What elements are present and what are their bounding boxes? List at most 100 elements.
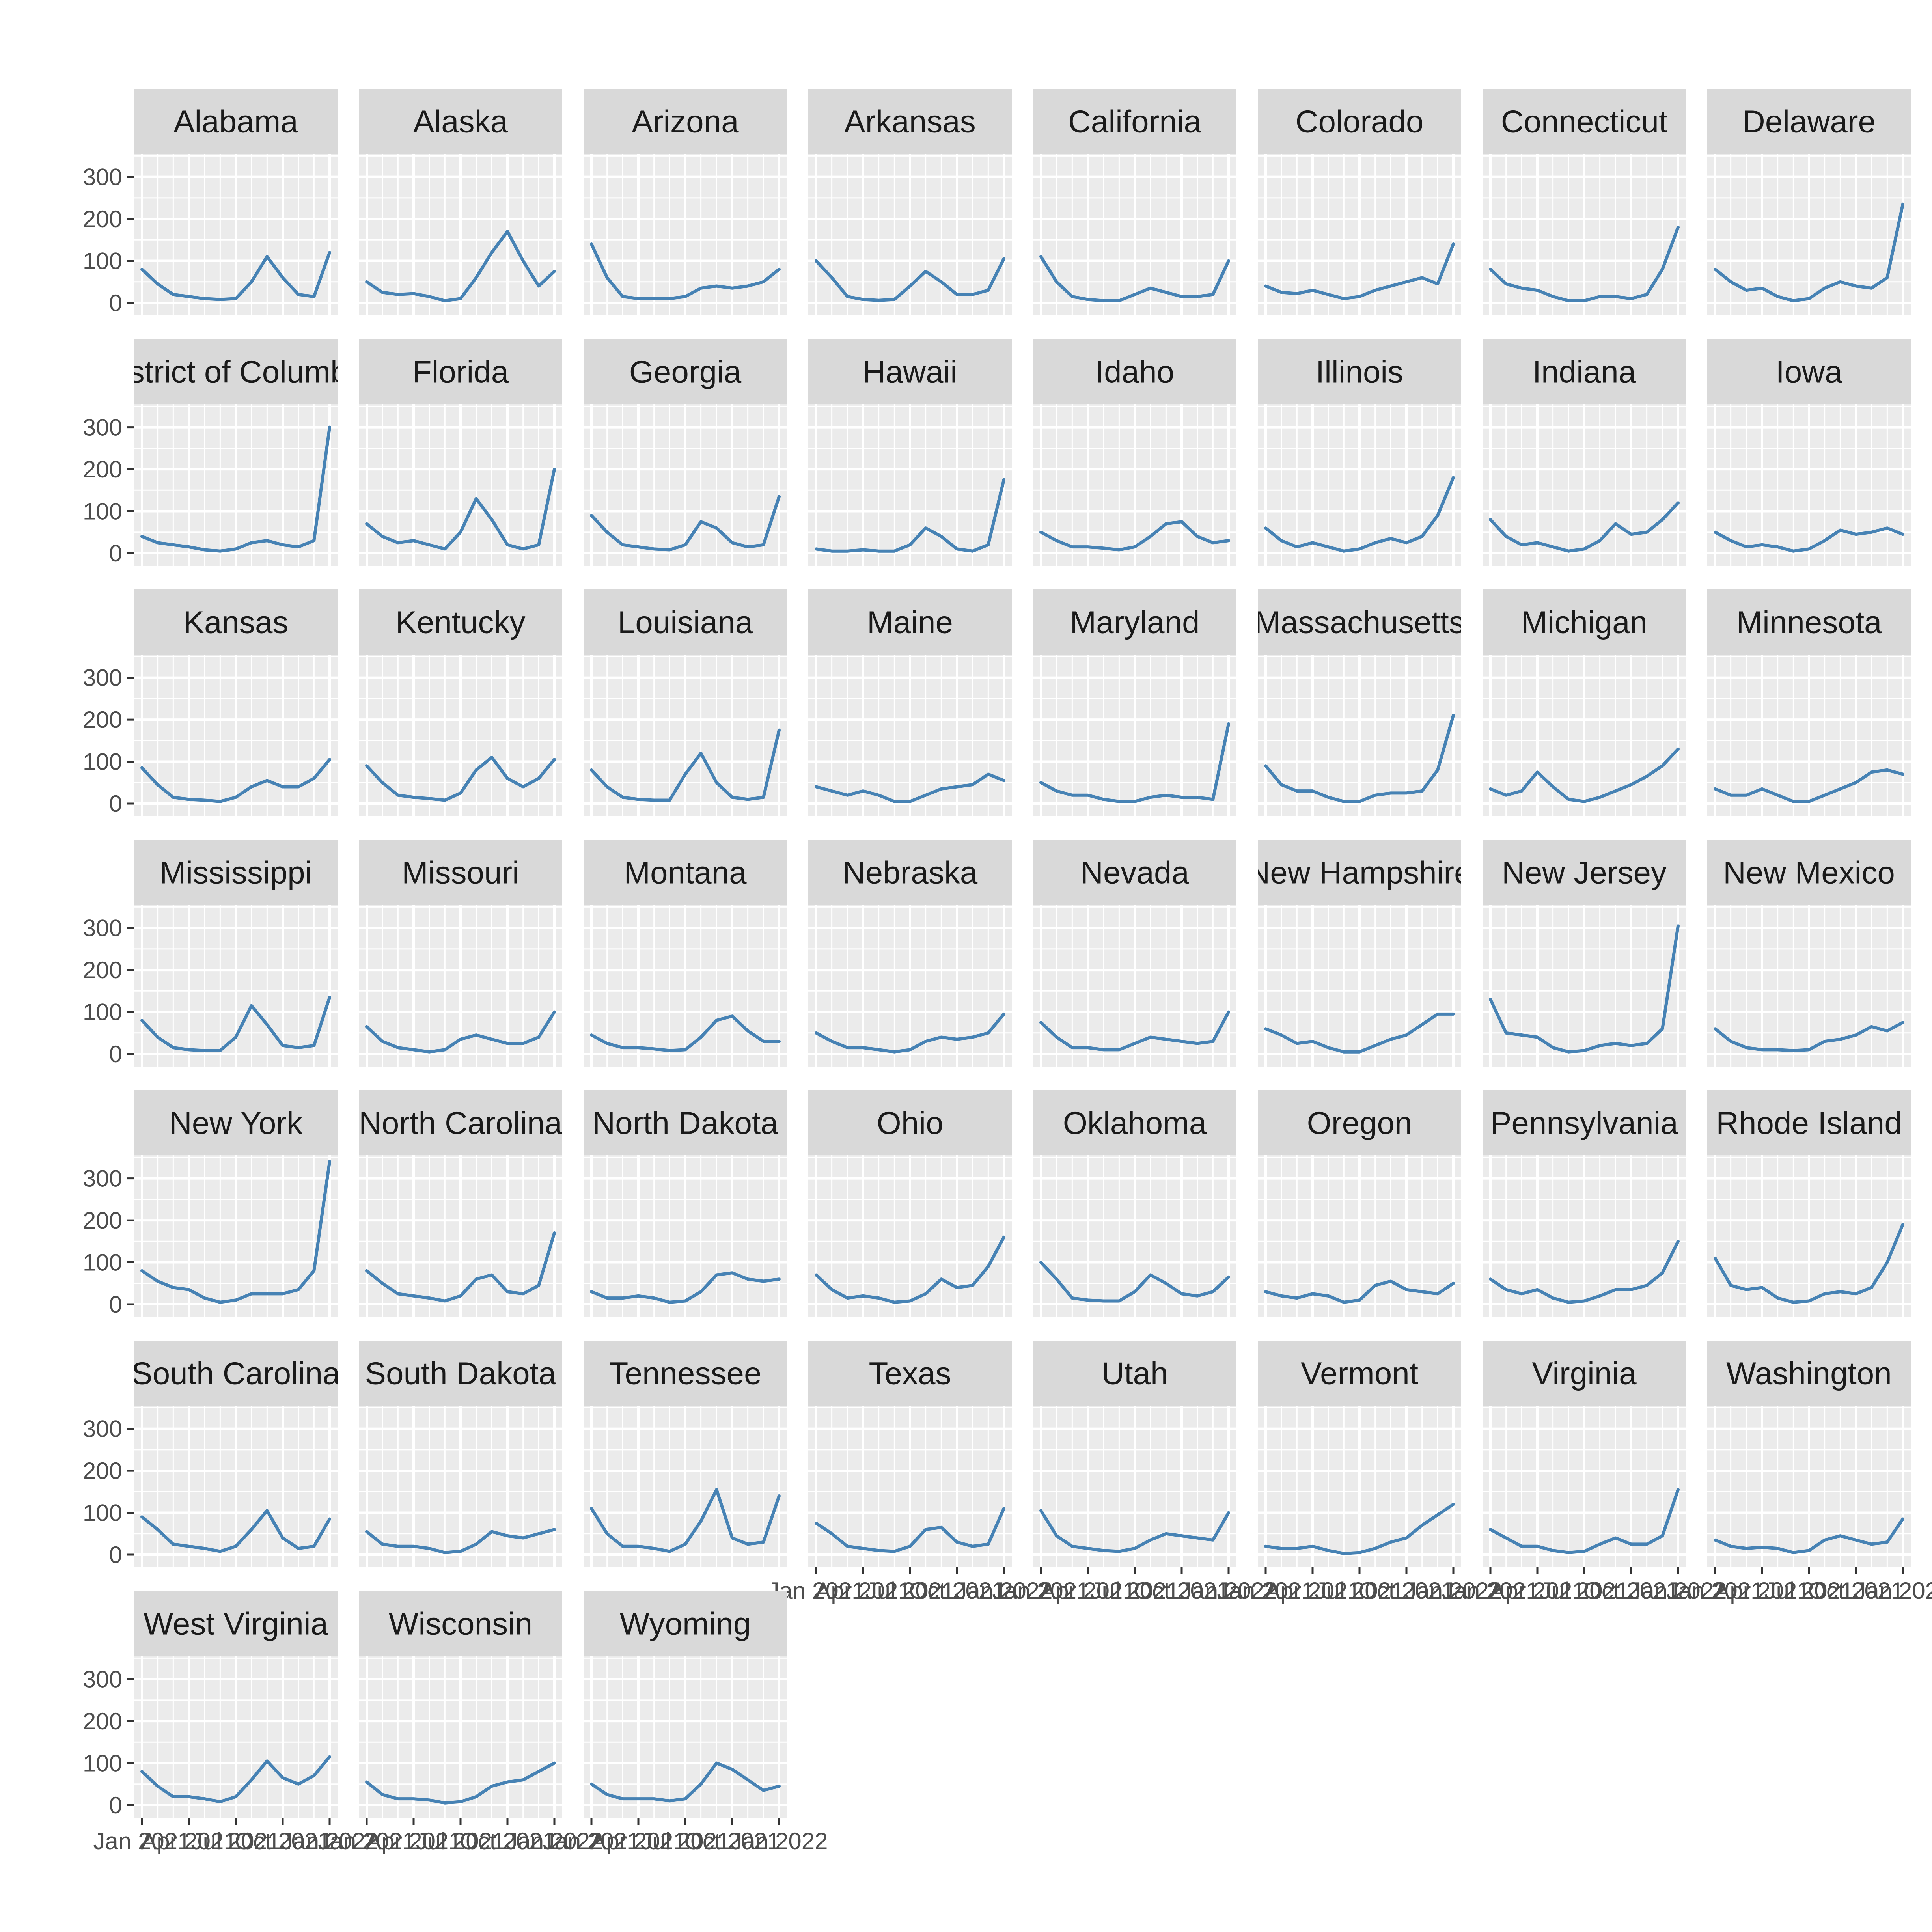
facet-strip-label: Ohio <box>877 1106 944 1141</box>
series-line <box>815 1235 1005 1304</box>
series-line <box>1489 226 1680 302</box>
facet-strip <box>134 89 338 154</box>
facet-strip-label: Arizona <box>632 104 739 139</box>
facet-panel: California <box>1033 89 1236 315</box>
facet-strip <box>808 339 1012 404</box>
x-tick-label: Oct 2021 <box>1358 1578 1455 1604</box>
facet-strip <box>134 840 338 905</box>
facet-strip-label: Oklahoma <box>1063 1106 1207 1141</box>
facet-strip-label: Illinois <box>1316 354 1403 390</box>
y-tick-label: 300 <box>83 665 122 691</box>
series-line <box>1714 1517 1904 1554</box>
facet-strip <box>359 89 562 154</box>
x-tick-label: Jan 2021 <box>93 1828 191 1854</box>
facet-strip <box>1258 1341 1461 1406</box>
series-line <box>1264 476 1455 553</box>
series-line <box>140 758 331 803</box>
facet-panel: Maine <box>808 589 1012 816</box>
x-tick-label: Apr 2021 <box>1264 1578 1361 1604</box>
facet-panel: Kansas 0 100 200 300 <box>83 589 338 817</box>
facet-panel: South Dakota <box>359 1341 562 1567</box>
x-tick-label: Jul 2021 <box>1764 1578 1854 1604</box>
facet-strip <box>1483 840 1686 905</box>
series-line <box>1714 768 1904 803</box>
y-tick-label: 100 <box>83 498 122 525</box>
facet-panel: Montana <box>584 840 787 1067</box>
facet-strip <box>1483 339 1686 404</box>
facet-strip <box>808 1341 1012 1406</box>
y-tick-label: 300 <box>83 414 122 441</box>
series-line <box>815 1507 1005 1553</box>
facet-strip-label: Kentucky <box>395 605 525 640</box>
facet-strip <box>584 89 787 154</box>
facet-strip-label: Alaska <box>413 104 508 139</box>
facet-strip <box>1483 1090 1686 1155</box>
facet-strip <box>1707 589 1911 655</box>
facet-panel: Florida <box>359 339 562 566</box>
facet-strip <box>1258 1090 1461 1155</box>
facet-strip-label: New York <box>169 1106 303 1141</box>
facet-panel: Kentucky <box>359 589 562 816</box>
facet-panel: Alabama 0 100 200 300 <box>83 89 338 316</box>
facet-strip <box>359 1591 562 1656</box>
y-tick-label: 100 <box>83 248 122 274</box>
y-tick-label: 300 <box>83 1166 122 1192</box>
y-tick-label: 200 <box>83 707 122 733</box>
series-line <box>590 1271 781 1304</box>
x-tick-label: Jan 2022 <box>731 1828 828 1854</box>
y-tick-label: 0 <box>109 1291 122 1318</box>
facet-panel: Rhode Island <box>1707 1090 1911 1317</box>
series-line <box>815 1012 1005 1054</box>
facet-strip-label: Kansas <box>183 605 289 640</box>
x-tick-label: Oct 2021 <box>1134 1578 1230 1604</box>
facet-strip-label: Mississippi <box>160 855 312 890</box>
facet-strip <box>359 1341 562 1406</box>
facet-strip <box>1033 1341 1236 1406</box>
y-tick-label: 200 <box>83 1458 122 1484</box>
series-line <box>1039 1261 1230 1303</box>
x-tick-label: Oct 2021 <box>1808 1578 1904 1604</box>
series-line <box>140 425 331 553</box>
series-line <box>365 1010 556 1054</box>
facet-strip-label: Nebraska <box>843 855 978 890</box>
series-line <box>1264 1503 1455 1555</box>
facet-strip-label: Delaware <box>1742 104 1876 139</box>
x-tick-label: Apr 2021 <box>1040 1578 1136 1604</box>
series-line <box>365 1761 556 1805</box>
series-line <box>1714 202 1904 302</box>
facet-strip-label: Arkansas <box>844 104 975 139</box>
facet-panel: Indiana <box>1483 339 1686 566</box>
facet-strip-label: North Carolina <box>359 1106 562 1141</box>
y-tick-label: 100 <box>83 749 122 775</box>
series-line <box>815 257 1005 302</box>
facet-panel: North Dakota <box>584 1090 787 1317</box>
x-tick-label: Jan 2022 <box>1854 1578 1932 1604</box>
facet-panel: Colorado <box>1258 89 1461 315</box>
facet-strip-label: Missouri <box>402 855 519 890</box>
facet-panel: Alaska <box>359 89 562 315</box>
facet-panel: Idaho <box>1033 339 1236 566</box>
facet-strip <box>359 1090 562 1155</box>
facet-strip-label: Florida <box>412 354 509 390</box>
x-tick-label: Oct 2021 <box>684 1828 780 1854</box>
facet-panel: Massachusetts <box>1258 589 1461 816</box>
facet-panel: District of Columbia 0 100 200 300 <box>83 339 338 567</box>
series-line <box>365 1231 556 1303</box>
facet-strip <box>1033 589 1236 655</box>
x-tick-label: Oct 2021 <box>235 1828 331 1854</box>
y-tick-label: 300 <box>83 915 122 942</box>
facet-panel: Oklahoma <box>1033 1090 1236 1317</box>
facet-strip <box>1483 1341 1686 1406</box>
series-line <box>1264 242 1455 300</box>
facet-strip-label: New Hampshire <box>1247 855 1471 890</box>
facet-strip <box>808 89 1012 154</box>
facet-strip-label: South Dakota <box>365 1356 556 1391</box>
facet-strip <box>1033 89 1236 154</box>
facet-strip <box>1033 1090 1236 1155</box>
facet-strip-label: Indiana <box>1533 354 1636 390</box>
facet-panel: New Mexico <box>1707 840 1911 1067</box>
